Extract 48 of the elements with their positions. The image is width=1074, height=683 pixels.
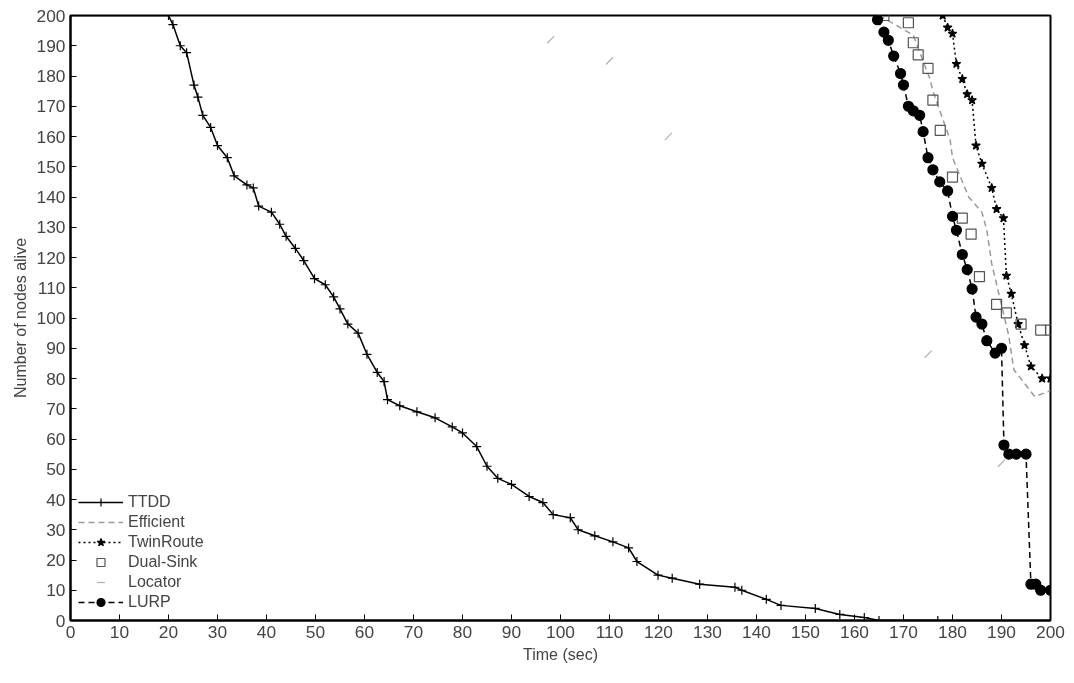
y-tick-label: 160 [36, 126, 66, 147]
x-tick-label: 140 [742, 621, 771, 642]
x-tick-label: 50 [305, 621, 326, 642]
x-tick-label: 170 [889, 621, 918, 642]
x-tick-label: 40 [256, 621, 277, 642]
x-tick-label: 130 [693, 621, 722, 642]
x-tick-label: 70 [403, 621, 424, 642]
x-tick-label: 100 [546, 621, 575, 642]
x-tick-label: 30 [207, 621, 228, 642]
y-tick-label: 190 [36, 35, 66, 56]
y-tick-label: 140 [36, 187, 66, 207]
y-tick-label: 60 [46, 429, 66, 449]
legend-label: LURP [128, 593, 171, 611]
x-tick-label: 60 [354, 621, 375, 642]
y-tick-label: 70 [46, 398, 66, 419]
x-tick-label: 80 [452, 621, 473, 642]
y-tick-label: 150 [36, 156, 66, 177]
y-tick-label: 120 [36, 247, 66, 268]
x-tick-label: 20 [158, 621, 179, 642]
y-tick-label: 20 [46, 550, 66, 570]
y-tick-label: 200 [36, 5, 66, 26]
x-tick-label: 10 [109, 621, 130, 642]
y-tick-label: 10 [46, 580, 66, 601]
y-tick-label: 110 [37, 277, 66, 298]
x-tick-label: 150 [791, 621, 820, 642]
x-tick-label: 120 [644, 621, 673, 642]
legend-label: Dual-Sink [128, 553, 198, 571]
y-tick-label: 130 [36, 217, 66, 238]
x-tick-label: 190 [987, 621, 1016, 642]
x-tick-label: 160 [840, 621, 869, 642]
x-tick-label: 110 [595, 621, 624, 642]
x-tick-label: 180 [938, 621, 967, 642]
legend-label: Efficient [128, 513, 185, 531]
x-axis-title: Time (sec) [523, 645, 598, 663]
legend-label: Locator [128, 573, 182, 591]
legend-label: TwinRoute [128, 533, 204, 551]
x-tick-label: 200 [1036, 621, 1065, 642]
y-tick-label: 90 [46, 338, 66, 359]
y-tick-label: 170 [36, 96, 66, 117]
y-tick-label: 30 [46, 519, 66, 540]
legend-label: TTDD [128, 493, 171, 511]
y-tick-label: 40 [46, 489, 66, 510]
y-tick-label: 100 [36, 308, 66, 328]
x-tick-label: 90 [501, 621, 522, 642]
y-axis-title: Number of nodes alive [11, 237, 29, 399]
y-tick-label: 80 [46, 368, 66, 389]
y-tick-label: 180 [36, 66, 66, 86]
y-tick-label: 50 [46, 459, 66, 480]
